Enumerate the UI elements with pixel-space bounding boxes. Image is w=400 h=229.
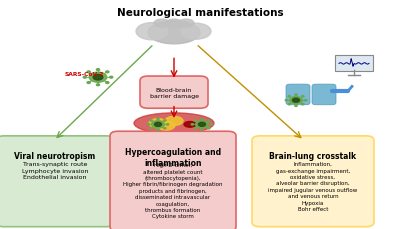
Ellipse shape xyxy=(149,119,167,128)
Circle shape xyxy=(208,120,210,122)
Text: Blood-brain
barrier damage: Blood-brain barrier damage xyxy=(150,87,198,98)
Ellipse shape xyxy=(166,20,182,28)
Circle shape xyxy=(154,123,162,127)
Text: High D-dimer,
altered platelet count
(thrombocytopenia),
Higher fibrin/fibrinoge: High D-dimer, altered platelet count (th… xyxy=(123,163,223,218)
Circle shape xyxy=(302,96,304,98)
Circle shape xyxy=(164,128,166,129)
Circle shape xyxy=(201,130,203,131)
Circle shape xyxy=(150,128,152,129)
Text: Viral neurotropism: Viral neurotropism xyxy=(14,151,96,160)
Ellipse shape xyxy=(181,24,211,40)
Ellipse shape xyxy=(178,20,194,28)
Ellipse shape xyxy=(136,23,168,41)
FancyBboxPatch shape xyxy=(252,136,374,227)
Circle shape xyxy=(150,120,152,122)
Text: SARS-CoV-2: SARS-CoV-2 xyxy=(64,72,104,77)
Circle shape xyxy=(191,124,194,125)
Circle shape xyxy=(152,121,164,128)
Circle shape xyxy=(201,119,203,120)
Text: Hypercoagulation and
inflammation: Hypercoagulation and inflammation xyxy=(125,148,221,167)
Circle shape xyxy=(166,124,169,125)
Circle shape xyxy=(208,128,210,129)
Circle shape xyxy=(93,75,103,81)
Circle shape xyxy=(110,77,113,79)
Circle shape xyxy=(89,73,107,83)
Circle shape xyxy=(285,100,288,101)
Circle shape xyxy=(196,121,208,128)
FancyBboxPatch shape xyxy=(312,85,336,105)
Circle shape xyxy=(96,69,100,71)
Circle shape xyxy=(288,104,290,105)
Circle shape xyxy=(164,120,166,122)
Circle shape xyxy=(83,77,86,79)
Circle shape xyxy=(210,124,213,125)
Circle shape xyxy=(198,123,206,127)
Circle shape xyxy=(302,104,304,105)
Circle shape xyxy=(304,100,307,101)
Circle shape xyxy=(157,119,159,120)
Circle shape xyxy=(295,106,297,107)
Circle shape xyxy=(147,124,150,125)
Ellipse shape xyxy=(148,22,200,45)
Text: Trans-synaptic route
Lymphocyte invasion
Endothelial invasion: Trans-synaptic route Lymphocyte invasion… xyxy=(22,161,88,179)
Text: Inflammation,
gas-exchange impairment,
oxidative stress,
alveolar barrier disrup: Inflammation, gas-exchange impairment, o… xyxy=(268,161,358,211)
Ellipse shape xyxy=(154,20,170,28)
Circle shape xyxy=(290,97,302,104)
Ellipse shape xyxy=(157,121,175,131)
Circle shape xyxy=(96,85,100,86)
Circle shape xyxy=(106,82,109,84)
Ellipse shape xyxy=(184,122,196,128)
Circle shape xyxy=(194,120,196,122)
FancyBboxPatch shape xyxy=(335,56,373,72)
Circle shape xyxy=(295,95,297,96)
FancyBboxPatch shape xyxy=(140,77,208,109)
FancyBboxPatch shape xyxy=(110,132,236,229)
Circle shape xyxy=(292,99,300,103)
FancyBboxPatch shape xyxy=(0,136,114,227)
Circle shape xyxy=(87,82,90,84)
Circle shape xyxy=(87,72,90,74)
Circle shape xyxy=(288,96,290,98)
Circle shape xyxy=(157,130,159,131)
Ellipse shape xyxy=(134,113,214,134)
Circle shape xyxy=(106,72,109,74)
Text: Brain-lung crosstalk: Brain-lung crosstalk xyxy=(270,151,356,160)
Ellipse shape xyxy=(165,117,183,126)
FancyBboxPatch shape xyxy=(286,85,310,105)
Text: Neurological manifestations: Neurological manifestations xyxy=(117,8,283,18)
Circle shape xyxy=(194,128,196,129)
